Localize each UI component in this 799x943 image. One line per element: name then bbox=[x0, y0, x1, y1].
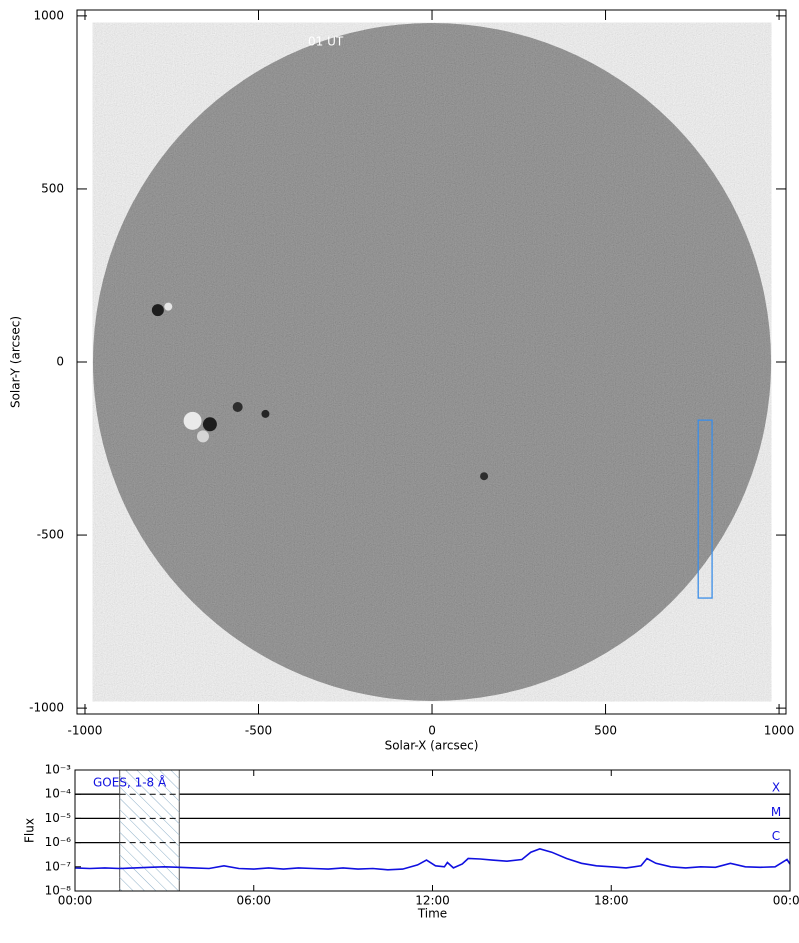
x-tick-label: 18:00 bbox=[594, 894, 629, 908]
y-tick-label: -500 bbox=[37, 528, 64, 542]
x-tick-label: 00:00 bbox=[58, 894, 93, 908]
timestamp: 01 UT bbox=[308, 35, 344, 49]
flux-line bbox=[75, 848, 790, 871]
y-axis-title: Solar-Y (arcsec) bbox=[9, 316, 23, 408]
class-label: M bbox=[771, 805, 781, 819]
x-tick-label: 00:00 bbox=[773, 894, 799, 908]
active-region bbox=[480, 472, 489, 481]
region-box bbox=[697, 419, 713, 599]
x-tick-label: 0 bbox=[428, 724, 436, 738]
active-region bbox=[232, 401, 243, 412]
x-tick-label: 06:00 bbox=[236, 894, 271, 908]
y-tick-label: 10⁻³ bbox=[45, 763, 72, 777]
x-tick-label: 500 bbox=[594, 724, 617, 738]
legend-label: GOES, 1-8 Å bbox=[93, 775, 167, 790]
y-tick-label: 10⁻⁵ bbox=[45, 811, 72, 825]
y-tick-label: 10⁻⁴ bbox=[45, 787, 72, 801]
axes-frame bbox=[74, 769, 791, 892]
y-tick-label: 1000 bbox=[33, 8, 64, 22]
y-tick-label: -1000 bbox=[29, 701, 64, 715]
x-axis-title: Solar-X (arcsec) bbox=[385, 739, 479, 753]
x-axis-title: Time bbox=[417, 907, 447, 921]
y-tick-label: 10⁻⁸ bbox=[45, 884, 72, 898]
y-tick-label: 10⁻⁶ bbox=[45, 835, 72, 849]
y-tick-label: 0 bbox=[56, 355, 64, 369]
active-region bbox=[202, 417, 217, 432]
active-region bbox=[261, 409, 270, 418]
y-tick-label: 10⁻⁷ bbox=[45, 859, 72, 873]
y-tick-label: 500 bbox=[41, 181, 64, 195]
active-region bbox=[183, 411, 202, 430]
disk-texture bbox=[92, 22, 772, 702]
x-tick-label: 12:00 bbox=[415, 894, 450, 908]
x-tick-label: -500 bbox=[245, 724, 272, 738]
x-tick-label: -1000 bbox=[68, 724, 103, 738]
hatch bbox=[119, 770, 180, 891]
x-tick-label: 1000 bbox=[764, 724, 795, 738]
active-region bbox=[151, 304, 164, 317]
active-region bbox=[196, 430, 209, 443]
class-label: C bbox=[772, 829, 780, 843]
class-label: X bbox=[772, 781, 780, 795]
active-region bbox=[164, 302, 173, 311]
y-axis-title: Flux bbox=[23, 818, 37, 843]
